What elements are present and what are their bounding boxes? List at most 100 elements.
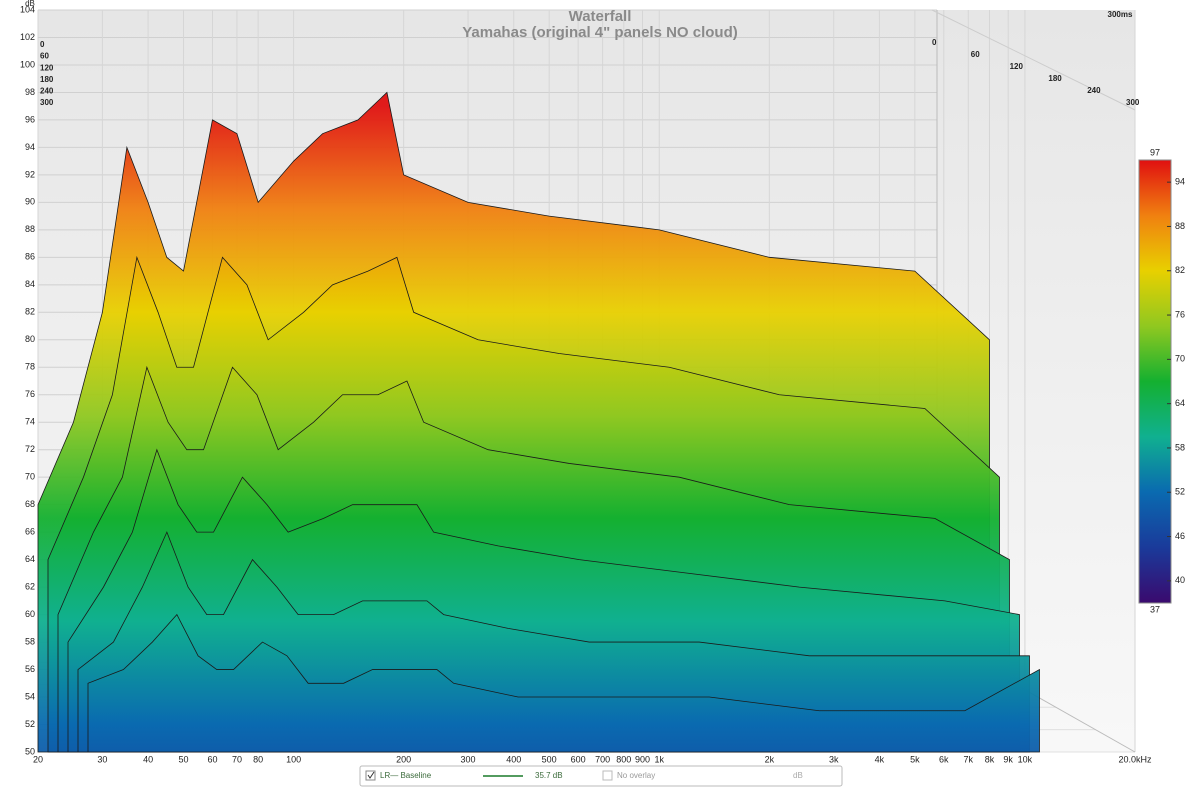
chart-subtitle: Yamahas (original 4" panels NO cloud) (462, 24, 738, 41)
legend: LR— Baseline 35.7 dB No overlay dB (359, 765, 843, 787)
x-tick-label: 4k (875, 754, 885, 764)
surface (37, 91, 1040, 753)
legend-box (359, 765, 843, 787)
x-tick-label: 2k (765, 754, 775, 764)
colorbar-tick-label: 82 (1175, 265, 1185, 275)
y-tick-label: 84 (25, 279, 35, 289)
y-tick-label: 82 (25, 307, 35, 317)
x-tick-label: 700 (595, 754, 610, 764)
z-tick-label: 0 (40, 40, 45, 49)
checkbox[interactable] (365, 770, 376, 781)
z-tick-label: 180 (40, 75, 54, 84)
colorbar: 97 37 40 46 52 58 64 70 76 82 88 94 (1138, 147, 1185, 614)
legend-overlay[interactable]: No overlay (617, 771, 655, 780)
z-tick-label: 240 (40, 87, 54, 96)
y-tick-label: 74 (25, 417, 35, 427)
y-tick-label: 100 (20, 59, 35, 69)
colorbar-tick-label: 64 (1175, 398, 1185, 408)
colorbar-tick-label: 58 (1175, 442, 1185, 452)
colorbar-tick-label: 76 (1175, 309, 1185, 319)
x-tick-label: 100 (286, 754, 301, 764)
colorbar-max: 97 (1150, 147, 1160, 157)
colorbar-tick-label: 70 (1175, 354, 1185, 364)
y-tick-label: 60 (25, 609, 35, 619)
z-tick-label: 300 (40, 98, 54, 107)
x-tick-label: 1k (654, 754, 664, 764)
x-tick-label: 10k (1018, 754, 1033, 764)
x-tick-label: 900 (635, 754, 650, 764)
y-tick-label: 80 (25, 334, 35, 344)
y-tick-label: 76 (25, 389, 35, 399)
x-tick-label: 8k (985, 754, 995, 764)
y-tick-label: 70 (25, 472, 35, 482)
x-tick-label: 30 (97, 754, 107, 764)
z-tick-label: 60 (971, 50, 980, 59)
y-tick-label: 64 (25, 554, 35, 564)
top-edge (931, 9, 1136, 111)
y-tick-label: 94 (25, 142, 35, 152)
axes: 50 52 54 56 58 60 62 64 66 68 70 72 74 76 78 80 82 84 86 88… (20, 4, 1152, 764)
check-mark (367, 771, 375, 779)
x-tick-label: 6k (939, 754, 949, 764)
x-tick-label: 5k (910, 754, 920, 764)
y-tick-label: 54 (25, 691, 35, 701)
y-tick-label: 58 (25, 636, 35, 646)
y-tick-label: 104 (20, 4, 35, 14)
checkbox[interactable] (602, 770, 613, 781)
y-tick-label: 90 (25, 197, 35, 207)
x-tick-label: 400 (506, 754, 521, 764)
colorbar-tick-label: 40 (1175, 575, 1185, 585)
colorbar-min: 37 (1150, 604, 1160, 614)
colorbar-scale (1138, 159, 1172, 604)
legend-level: 35.7 dB (535, 771, 563, 780)
y-tick-label: 102 (20, 32, 35, 42)
y-tick-label: 98 (25, 87, 35, 97)
z-tick-label: 0 (932, 38, 937, 47)
y-tick-label: 86 (25, 252, 35, 262)
y-tick-label: 96 (25, 114, 35, 124)
x-tick-label: 3k (829, 754, 839, 764)
legend-unit: dB (793, 771, 803, 780)
colorbar-tick-label: 88 (1175, 221, 1185, 231)
y-tick-label: 50 (25, 746, 35, 756)
x-tick-label: 50 (179, 754, 189, 764)
waterfall-slice (87, 613, 1040, 753)
y-tick-label: 52 (25, 719, 35, 729)
y-tick-label: 56 (25, 664, 35, 674)
z-tick-label: 60 (40, 52, 49, 61)
z-tick-label: 120 (1010, 62, 1024, 71)
z-tick-label: 300 (1126, 98, 1140, 107)
y-tick-label: 62 (25, 581, 35, 591)
x-tick-label: 600 (571, 754, 586, 764)
z-tick-label: 120 (40, 63, 54, 72)
x-tick-label: 300 (461, 754, 476, 764)
y-axis-label: dB (25, 0, 35, 8)
y-tick-label: 72 (25, 444, 35, 454)
x-tick-label: 40 (143, 754, 153, 764)
y-tick-label: 88 (25, 224, 35, 234)
x-tick-label: 60 (207, 754, 217, 764)
x-tick-label: 20 (33, 754, 43, 764)
x-tick-label: 800 (616, 754, 631, 764)
legend-baseline[interactable]: LR— Baseline (380, 771, 432, 780)
z-tick-label: 240 (1087, 86, 1101, 95)
x-tick-label: 20.0kHz (1118, 754, 1152, 764)
x-tick-label: 200 (396, 754, 411, 764)
x-tick-label: 500 (542, 754, 557, 764)
z-axis-label: 300ms (1108, 10, 1133, 19)
colorbar-tick-label: 94 (1175, 177, 1185, 187)
x-tick-label: 9k (1003, 754, 1013, 764)
colorbar-tick-label: 46 (1175, 531, 1185, 541)
y-tick-label: 78 (25, 362, 35, 372)
z-tick-label: 180 (1048, 74, 1062, 83)
y-tick-label: 66 (25, 527, 35, 537)
x-tick-label: 70 (232, 754, 242, 764)
x-tick-label: 80 (253, 754, 263, 764)
y-tick-label: 68 (25, 499, 35, 509)
y-tick-label: 92 (25, 169, 35, 179)
chart-title: Waterfall (569, 8, 632, 25)
x-tick-label: 7k (964, 754, 974, 764)
colorbar-tick-label: 52 (1175, 487, 1185, 497)
